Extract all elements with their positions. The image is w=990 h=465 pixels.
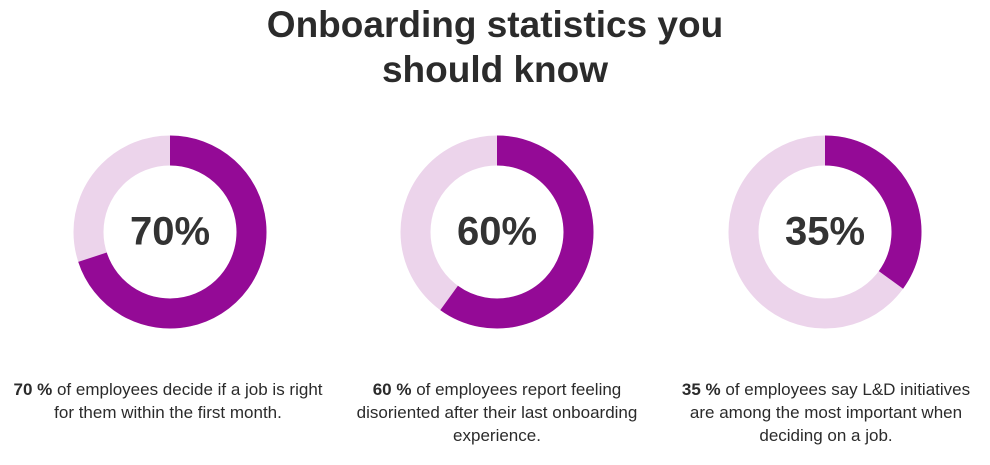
- caption-text: of employees say L&D initiatives are amo…: [689, 380, 971, 445]
- title: Onboarding statistics you should know: [266, 4, 724, 90]
- caption-lead: 60 %: [372, 380, 412, 399]
- donut-label: 60%: [457, 210, 537, 254]
- donut-arc: [824, 135, 922, 289]
- donut-arc: [78, 135, 267, 329]
- donut-arc: [440, 135, 594, 329]
- caption: 35 % of employees say L&D initiatives ar…: [681, 378, 971, 447]
- caption-text: of employees decide if a job is right fo…: [54, 380, 323, 422]
- caption: 60 % of employees report feeling disorie…: [351, 378, 643, 447]
- caption-text: of employees report feeling disoriented …: [356, 380, 638, 445]
- caption: 70 % of employees decide if a job is rig…: [9, 378, 327, 424]
- caption-lead: 35 %: [681, 380, 721, 399]
- caption-lead: 70 %: [13, 380, 53, 399]
- donut-label: 70%: [130, 210, 210, 254]
- donut-label: 35%: [785, 210, 865, 254]
